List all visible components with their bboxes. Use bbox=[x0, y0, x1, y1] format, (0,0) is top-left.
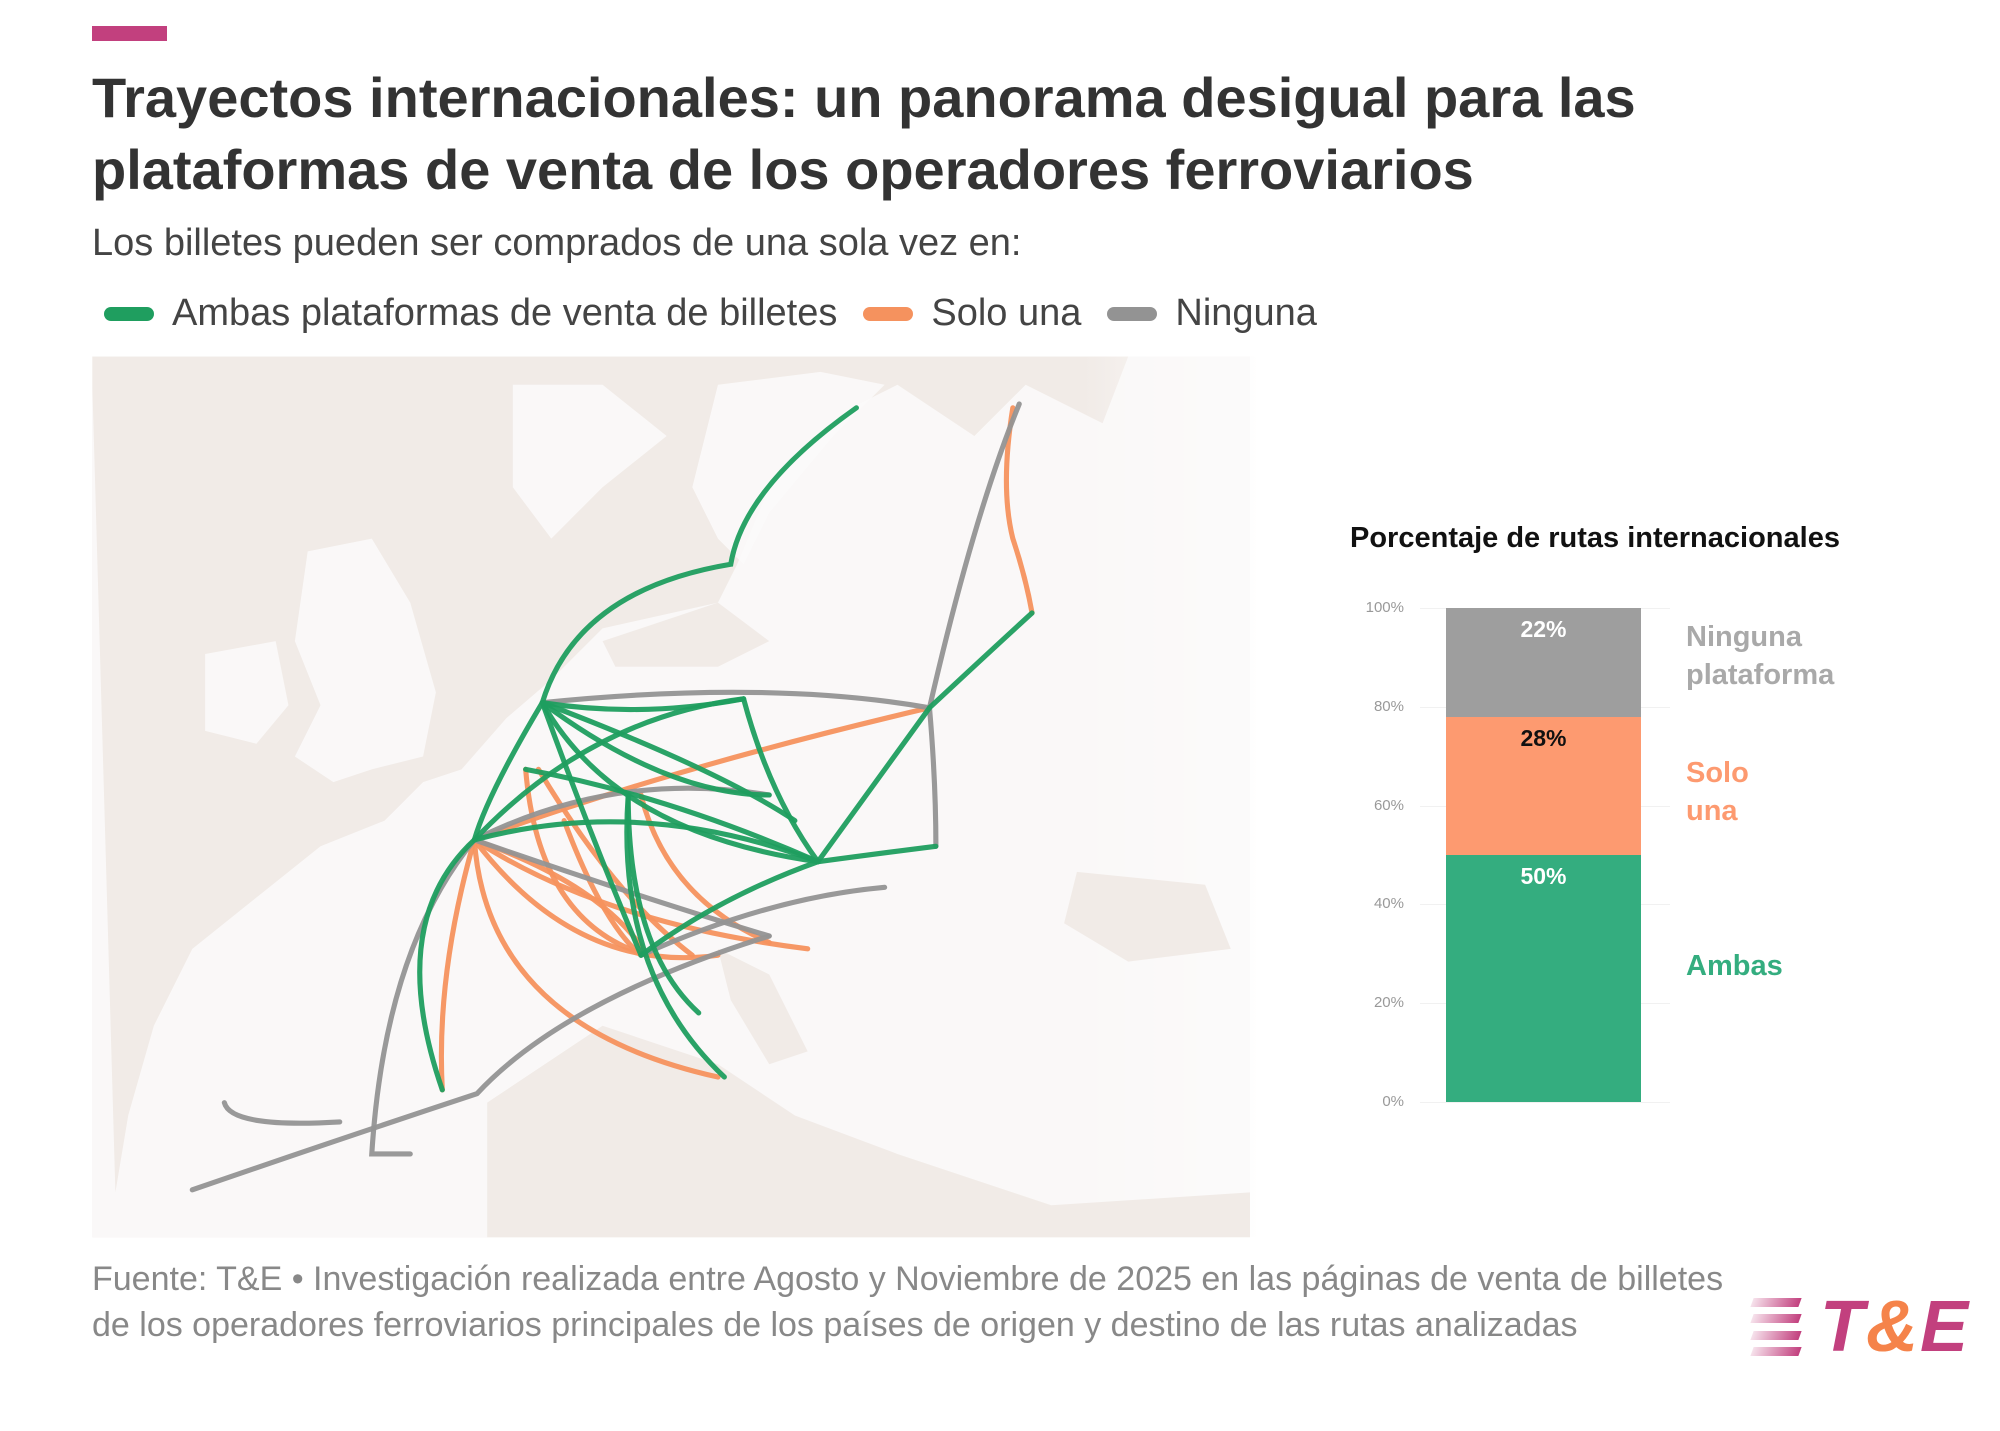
legend-swatch bbox=[863, 306, 914, 321]
rail-route bbox=[539, 700, 644, 958]
rail-route bbox=[638, 859, 821, 958]
rail-route bbox=[369, 837, 477, 1157]
rail-route bbox=[638, 884, 888, 958]
y-tick-label: 20% bbox=[1373, 994, 1404, 1012]
legend-label: Ninguna bbox=[1175, 292, 1317, 334]
accent-bar bbox=[92, 26, 167, 41]
rail-route bbox=[625, 792, 702, 1016]
rail-route bbox=[624, 792, 727, 1080]
rail-route bbox=[221, 1100, 343, 1126]
category-label-ambas: Ambas bbox=[1686, 950, 1783, 982]
bar-value-label: 28% bbox=[1520, 724, 1567, 751]
rail-route bbox=[741, 696, 821, 865]
gridline bbox=[1420, 1102, 1670, 1103]
land-mass bbox=[294, 538, 436, 783]
rail-route bbox=[561, 818, 644, 958]
te-logo: T&E bbox=[1750, 1286, 1970, 1368]
rail-route bbox=[815, 705, 933, 865]
land-mass bbox=[512, 384, 667, 539]
y-tick-label: 40% bbox=[1373, 895, 1404, 913]
rail-route bbox=[926, 401, 1022, 711]
source-note: Fuente: T&E • Investigación realizada en… bbox=[92, 1260, 1724, 1344]
mediterranean-sea bbox=[487, 1025, 1251, 1238]
rail-route bbox=[471, 819, 821, 865]
page-title: Trayectos internacionales: un panorama d… bbox=[92, 66, 1636, 201]
logo-lines-icon bbox=[1750, 1298, 1802, 1356]
rail-route bbox=[539, 700, 798, 824]
category-label-ninguna: Ninguna plataforma bbox=[1686, 621, 1835, 691]
rail-route bbox=[523, 766, 821, 865]
adriatic-sea bbox=[717, 948, 808, 1065]
rail-route bbox=[1003, 405, 1035, 616]
rail-route bbox=[523, 766, 650, 958]
subtitle: Los billetes pueden ser comprados de una… bbox=[92, 222, 1022, 264]
bar-segment-ninguna-plataforma bbox=[1446, 608, 1641, 717]
bar-segment-ambas bbox=[1446, 855, 1641, 1102]
bar-value-label: 50% bbox=[1520, 863, 1567, 889]
legend-item-ambas: Ambas plataformas de venta de billetes bbox=[104, 292, 837, 335]
bar-segment-solo-una bbox=[1446, 716, 1641, 855]
legend-label: Solo una bbox=[931, 292, 1082, 334]
y-tick-label: 80% bbox=[1373, 697, 1404, 715]
legend: Ambas plataformas de venta de billetes S… bbox=[104, 292, 1343, 335]
legend-swatch bbox=[104, 306, 154, 321]
y-tick-label: 100% bbox=[1365, 599, 1404, 616]
rail-route bbox=[926, 705, 939, 849]
rail-route bbox=[471, 837, 721, 1080]
black-sea bbox=[1064, 871, 1231, 962]
rail-route bbox=[539, 405, 859, 706]
y-tick-label: 60% bbox=[1373, 796, 1404, 814]
rail-route bbox=[471, 696, 747, 843]
land-mass bbox=[205, 641, 289, 744]
rail-route bbox=[471, 705, 933, 843]
y-tick-label: 0% bbox=[1382, 1093, 1404, 1110]
rail-route bbox=[539, 700, 821, 865]
rail-route bbox=[417, 837, 477, 1093]
legend-item-ninguna: Ninguna bbox=[1107, 292, 1317, 335]
bar-value-label: 22% bbox=[1520, 616, 1567, 642]
category-label-solo-una: Solo una bbox=[1686, 757, 1749, 827]
rail-route bbox=[539, 700, 772, 798]
rail-route bbox=[815, 843, 939, 865]
legend-label: Ambas plataformas de venta de billetes bbox=[172, 292, 838, 334]
rail-route bbox=[471, 700, 545, 843]
legend-swatch bbox=[1107, 306, 1158, 321]
rail-route bbox=[438, 837, 477, 1093]
chart-title: Porcentaje de rutas internacionales bbox=[1350, 522, 1840, 554]
baltic-sea bbox=[602, 602, 770, 667]
rail-route bbox=[926, 610, 1035, 711]
legend-item-solo-una: Solo una bbox=[863, 292, 1081, 335]
rail-route bbox=[539, 689, 933, 711]
rail-route bbox=[471, 837, 721, 961]
